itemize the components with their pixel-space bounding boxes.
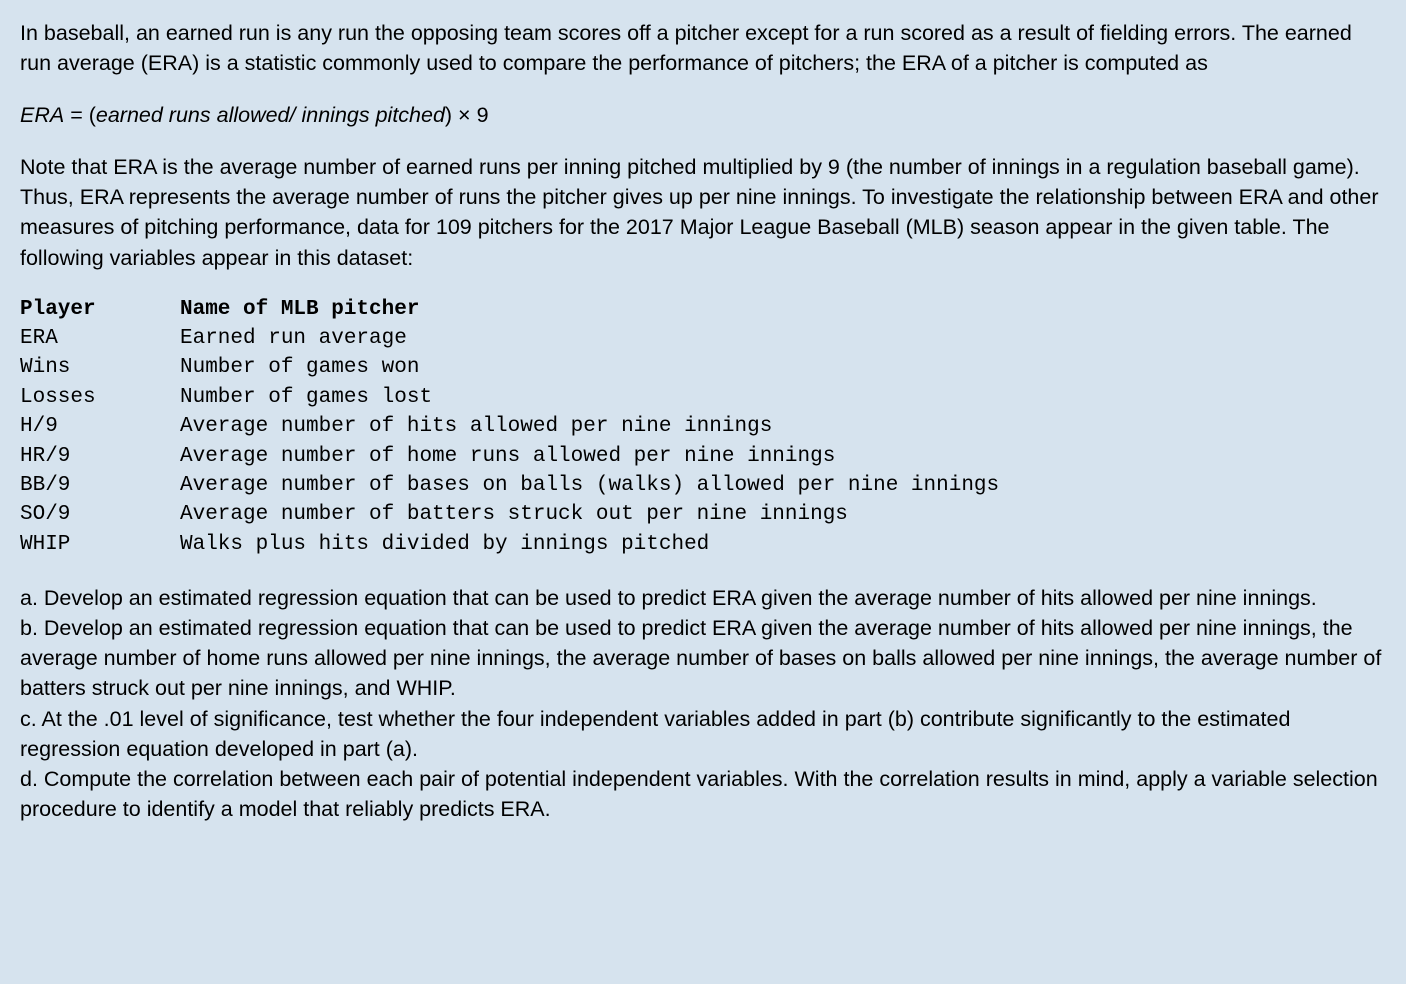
note-paragraph: Note that ERA is the average number of e… xyxy=(20,152,1386,272)
definitions-list: PlayerName of MLB pitcherERAEarned run a… xyxy=(20,295,1386,560)
question-a: a. Develop an estimated regression equat… xyxy=(20,583,1386,613)
definition-desc: Earned run average xyxy=(180,324,1386,353)
definition-desc: Average number of hits allowed per nine … xyxy=(180,412,1386,441)
definition-row: BB/9Average number of bases on balls (wa… xyxy=(20,471,1386,500)
definition-term: WHIP xyxy=(20,530,180,559)
definition-term: HR/9 xyxy=(20,442,180,471)
definition-row: LossesNumber of games lost xyxy=(20,383,1386,412)
definition-term: Player xyxy=(20,295,180,324)
definition-desc: Walks plus hits divided by innings pitch… xyxy=(180,530,1386,559)
intro-paragraph: In baseball, an earned run is any run th… xyxy=(20,18,1386,78)
definition-row: WHIPWalks plus hits divided by innings p… xyxy=(20,530,1386,559)
definition-term: Wins xyxy=(20,353,180,382)
definition-row: WinsNumber of games won xyxy=(20,353,1386,382)
definition-row: H/9Average number of hits allowed per ni… xyxy=(20,412,1386,441)
formula-part2: innings pitched xyxy=(301,103,444,127)
definition-row: PlayerName of MLB pitcher xyxy=(20,295,1386,324)
definition-term: BB/9 xyxy=(20,471,180,500)
definition-row: ERAEarned run average xyxy=(20,324,1386,353)
definition-desc: Average number of home runs allowed per … xyxy=(180,442,1386,471)
formula-equals: = ( xyxy=(64,103,96,127)
definition-term: Losses xyxy=(20,383,180,412)
question-d: d. Compute the correlation between each … xyxy=(20,764,1386,824)
question-b: b. Develop an estimated regression equat… xyxy=(20,613,1386,703)
definition-desc: Name of MLB pitcher xyxy=(180,295,1386,324)
definition-term: H/9 xyxy=(20,412,180,441)
definition-desc: Average number of bases on balls (walks)… xyxy=(180,471,1386,500)
formula-lhs: ERA xyxy=(20,103,64,127)
definition-desc: Number of games lost xyxy=(180,383,1386,412)
definition-row: HR/9Average number of home runs allowed … xyxy=(20,442,1386,471)
questions-block: a. Develop an estimated regression equat… xyxy=(20,583,1386,824)
question-c: c. At the .01 level of significance, tes… xyxy=(20,704,1386,764)
definition-desc: Number of games won xyxy=(180,353,1386,382)
definition-desc: Average number of batters struck out per… xyxy=(180,500,1386,529)
definition-row: SO/9Average number of batters struck out… xyxy=(20,500,1386,529)
era-formula: ERA = (earned runs allowed/ innings pitc… xyxy=(20,100,1386,130)
definition-term: ERA xyxy=(20,324,180,353)
formula-slash: / xyxy=(290,103,302,127)
formula-closing: ) × 9 xyxy=(445,103,489,127)
formula-part1: earned runs allowed xyxy=(96,103,290,127)
definition-term: SO/9 xyxy=(20,500,180,529)
